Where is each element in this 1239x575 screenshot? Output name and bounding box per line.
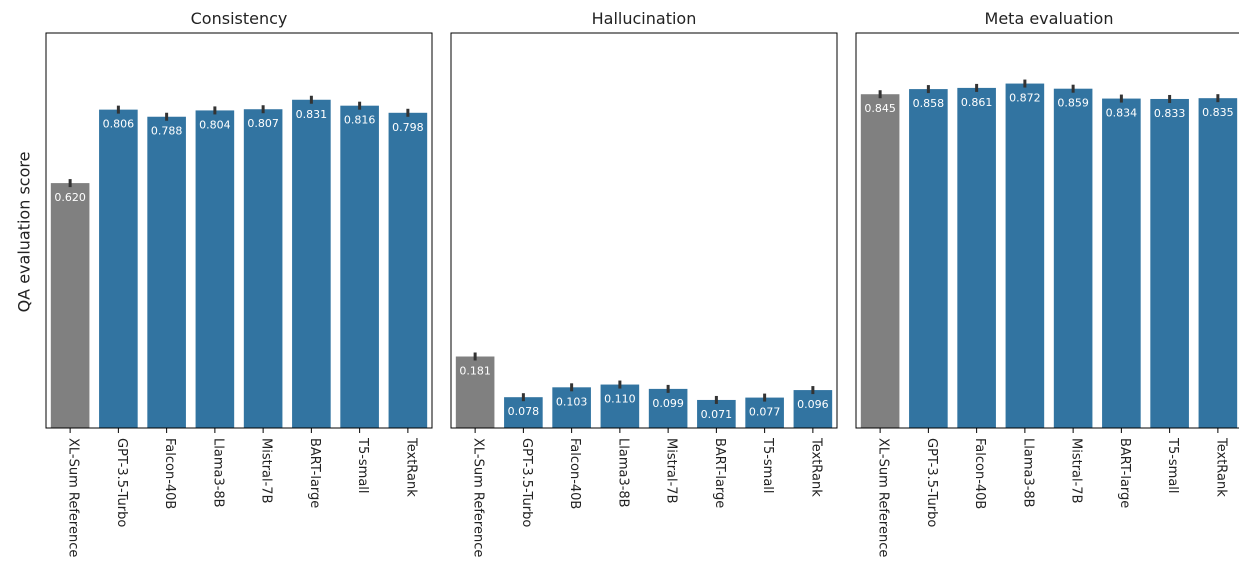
x-tick-label: T5-small bbox=[1165, 437, 1180, 494]
x-tick-label: Mistral-7B bbox=[259, 438, 274, 504]
x-tick-label: XL-Sum Reference bbox=[876, 438, 891, 557]
value-label: 0.103 bbox=[556, 395, 588, 408]
x-tick-label: TextRank bbox=[403, 437, 418, 497]
bar-textrank bbox=[793, 390, 833, 428]
value-label: 0.071 bbox=[701, 408, 733, 421]
bar-bart-large bbox=[697, 399, 736, 428]
x-tick-label: XL-Sum Reference bbox=[471, 438, 486, 557]
bar-gpt-3-5-turbo bbox=[504, 397, 543, 428]
panel-title: Consistency bbox=[191, 9, 288, 28]
bar-gpt-3-5-turbo bbox=[99, 109, 138, 428]
x-tick-label: BART-large bbox=[712, 438, 727, 508]
x-tick-label: Llama3-8B bbox=[1020, 438, 1035, 508]
x-tick-label: Falcon-40B bbox=[972, 438, 987, 509]
x-tick-label: T5-small bbox=[355, 437, 370, 494]
y-axis-label: QA evaluation score bbox=[15, 152, 34, 313]
value-label: 0.110 bbox=[604, 393, 636, 406]
value-label: 0.845 bbox=[864, 102, 896, 115]
x-tick-label: Llama3-8B bbox=[210, 438, 225, 508]
bar-llama3-8b bbox=[1005, 83, 1045, 428]
value-label: 0.181 bbox=[459, 365, 491, 378]
x-tick-label: Llama3-8B bbox=[615, 438, 630, 508]
bar-falcon-40b bbox=[552, 387, 591, 428]
x-tick-label: BART-large bbox=[307, 438, 322, 508]
value-label: 0.872 bbox=[1009, 92, 1041, 105]
x-tick-label: Mistral-7B bbox=[1069, 438, 1084, 504]
bar-xl-sum-reference bbox=[50, 183, 90, 428]
bar-textrank bbox=[1198, 98, 1238, 429]
value-label: 0.835 bbox=[1202, 106, 1234, 119]
bar-falcon-40b bbox=[957, 87, 996, 428]
value-label: 0.099 bbox=[652, 397, 684, 410]
x-tick-label: XL-Sum Reference bbox=[66, 438, 81, 557]
bar-mistral-7b bbox=[243, 109, 283, 429]
panel-title: Meta evaluation bbox=[985, 9, 1114, 28]
value-label: 0.858 bbox=[913, 97, 945, 110]
chart-panels: Consistency 0.620 XL-Sum Reference 0.806 GPT… bbox=[45, 9, 1239, 557]
value-label: 0.831 bbox=[296, 108, 328, 121]
value-label: 0.620 bbox=[54, 191, 86, 204]
bar-t5-small bbox=[1150, 98, 1189, 428]
value-label: 0.788 bbox=[151, 125, 183, 138]
value-label: 0.834 bbox=[1106, 107, 1138, 120]
plot-frame bbox=[450, 32, 838, 429]
bar-xl-sum-reference bbox=[455, 356, 495, 428]
x-tick-label: TextRank bbox=[1213, 437, 1228, 497]
bar-mistral-7b bbox=[648, 388, 688, 428]
value-label: 0.798 bbox=[392, 121, 424, 134]
x-tick-label: GPT-3.5-Turbo bbox=[114, 438, 129, 527]
panel-title: Hallucination bbox=[592, 9, 697, 28]
plot-frame bbox=[45, 32, 433, 429]
bar-bart-large bbox=[1102, 98, 1141, 428]
value-label: 0.859 bbox=[1057, 97, 1089, 110]
x-tick-label: TextRank bbox=[808, 437, 823, 497]
bar-mistral-7b bbox=[1053, 88, 1093, 428]
x-tick-label: Falcon-40B bbox=[567, 438, 582, 509]
bar-xl-sum-reference bbox=[860, 94, 900, 428]
bar-falcon-40b bbox=[147, 116, 186, 429]
plot-frame bbox=[855, 32, 1239, 429]
value-label: 0.806 bbox=[103, 118, 135, 131]
value-label: 0.077 bbox=[749, 406, 781, 419]
x-tick-label: T5-small bbox=[760, 437, 775, 494]
x-tick-label: BART-large bbox=[1117, 438, 1132, 508]
value-label: 0.807 bbox=[247, 117, 279, 130]
bar-llama3-8b bbox=[195, 110, 235, 429]
bar-llama3-8b bbox=[600, 384, 640, 428]
panel-consistency: Consistency 0.620 XL-Sum Reference 0.806 GPT… bbox=[45, 9, 433, 557]
bar-gpt-3-5-turbo bbox=[909, 89, 948, 428]
value-label: 0.078 bbox=[508, 405, 540, 418]
value-label: 0.816 bbox=[344, 114, 376, 127]
bar-t5-small bbox=[340, 105, 379, 429]
panel-meta-evaluation: Meta evaluation 0.845 XL-Sum Reference 0.85… bbox=[855, 9, 1239, 557]
value-label: 0.096 bbox=[797, 398, 829, 411]
panel-hallucination: Hallucination 0.181 XL-Sum Reference 0.078 G… bbox=[450, 9, 838, 557]
value-label: 0.833 bbox=[1154, 107, 1186, 120]
x-tick-label: GPT-3.5-Turbo bbox=[924, 438, 939, 527]
bar-t5-small bbox=[745, 397, 784, 428]
value-label: 0.804 bbox=[199, 118, 231, 131]
x-tick-label: Mistral-7B bbox=[664, 438, 679, 504]
x-tick-label: Falcon-40B bbox=[162, 438, 177, 509]
bar-textrank bbox=[388, 112, 428, 428]
value-label: 0.861 bbox=[961, 96, 993, 109]
x-tick-label: GPT-3.5-Turbo bbox=[519, 438, 534, 527]
bar-bart-large bbox=[292, 99, 331, 428]
